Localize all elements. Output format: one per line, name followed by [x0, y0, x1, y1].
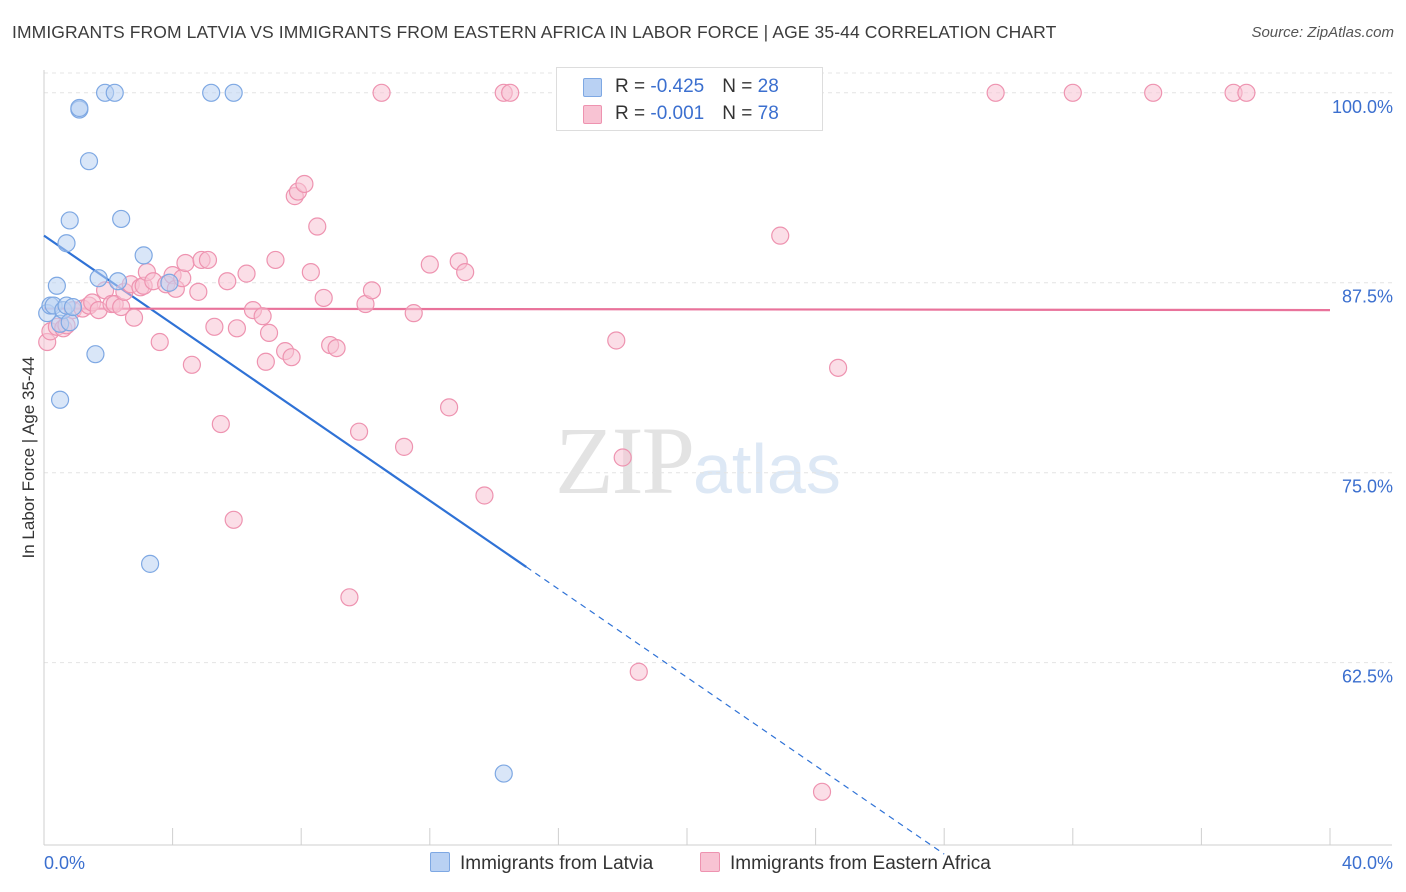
data-points: [38, 83, 1256, 801]
eastern-africa-point-55: [362, 281, 382, 300]
eastern-africa-point-63: [475, 486, 494, 505]
eastern-africa-point-68: [629, 662, 648, 681]
eastern-africa-trendline: [43, 307, 1331, 312]
legend-n-value-latvia: 28: [757, 76, 779, 97]
eastern-africa-point-16: [124, 308, 144, 327]
eastern-africa-point-56: [372, 83, 391, 102]
legend-swatch-eastern-africa: [583, 105, 602, 124]
correlation-legend: R = -0.425 N = 28 R = -0.001 N = 78: [556, 67, 823, 131]
eastern-africa-point-75: [1144, 83, 1163, 102]
eastern-africa-point-65: [501, 83, 520, 102]
eastern-africa-point-58: [404, 304, 423, 323]
latvia-point-9: [60, 211, 79, 230]
latvia-point-22: [140, 554, 160, 573]
eastern-africa-point-39: [256, 352, 275, 371]
legend-n-label-eastern-africa: N =: [722, 103, 758, 124]
bottom-legend-label-eastern-africa: Immigrants from Eastern Africa: [730, 853, 991, 874]
eastern-africa-point-35: [227, 319, 246, 338]
legend-n-value-eastern-africa: 78: [757, 103, 779, 124]
latvia-point-7: [57, 234, 76, 253]
latvia-point-23: [160, 273, 179, 292]
legend-n-label-latvia: N =: [722, 76, 758, 97]
legend-stats-latvia: R = -0.425 N = 28: [615, 76, 779, 98]
grid-lines: [44, 72, 1392, 664]
eastern-africa-point-43: [282, 348, 301, 367]
y-tick-label-2: 87.5%: [1342, 287, 1393, 307]
eastern-africa-point-57: [394, 437, 414, 456]
eastern-africa-point-26: [176, 253, 195, 273]
eastern-africa-point-77: [1237, 83, 1256, 102]
latvia-point-20: [112, 209, 131, 229]
eastern-africa-point-32: [211, 414, 230, 434]
eastern-africa-point-66: [607, 331, 626, 350]
eastern-africa-point-30: [198, 250, 218, 270]
eastern-africa-point-36: [237, 264, 256, 283]
latvia-point-14: [79, 152, 99, 171]
legend-r-label-latvia: R =: [615, 76, 651, 97]
eastern-africa-point-52: [340, 588, 359, 607]
legend-swatch-latvia: [583, 78, 602, 97]
eastern-africa-point-67: [613, 448, 632, 467]
latvia-point-19: [108, 272, 128, 291]
latvia-point-13: [70, 98, 89, 118]
latvia-point-11: [63, 297, 83, 317]
x-tick-label-1: 40.0%: [1342, 853, 1393, 873]
bottom-legend-swatch-latvia: [430, 852, 450, 872]
eastern-africa-point-74: [1063, 83, 1082, 102]
bottom-legend-label-latvia: Immigrants from Latvia: [460, 853, 654, 874]
bottom-legend-swatch-eastern-africa: [700, 852, 720, 872]
latvia-point-26: [494, 764, 513, 783]
y-axis-title: In Labor Force | Age 35-44: [19, 357, 38, 559]
latvia-point-25: [224, 83, 243, 102]
legend-r-label-eastern-africa: R =: [615, 103, 651, 124]
eastern-africa-point-48: [308, 217, 327, 236]
legend-r-value-eastern-africa: -0.001: [650, 103, 705, 124]
y-tick-label-1: 75.0%: [1342, 477, 1393, 497]
latvia-point-3: [47, 276, 66, 295]
eastern-africa-point-49: [314, 288, 333, 308]
axes: [43, 70, 1392, 846]
eastern-africa-point-38: [253, 307, 272, 326]
eastern-africa-point-46: [295, 174, 314, 194]
eastern-africa-point-21: [150, 332, 169, 352]
legend-stats-eastern-africa: R = -0.001 N = 78: [615, 103, 779, 125]
x-tick-label-0: 0.0%: [44, 853, 85, 873]
latvia-point-24: [202, 83, 221, 102]
eastern-africa-point-41: [266, 250, 285, 270]
bottom-legend-latvia: Immigrants from Latvia: [430, 852, 653, 875]
latvia-point-21: [134, 246, 153, 265]
eastern-africa-point-72: [829, 358, 848, 377]
eastern-africa-point-27: [182, 355, 201, 374]
eastern-africa-point-59: [420, 255, 439, 274]
watermark-atlas: atlas: [693, 430, 841, 508]
eastern-africa-point-47: [301, 263, 320, 282]
eastern-africa-point-60: [439, 398, 459, 417]
eastern-africa-point-28: [189, 282, 208, 301]
latvia-point-5: [50, 390, 70, 409]
watermark: ZIPatlas: [555, 405, 841, 516]
source-label: Source: ZipAtlas.com: [1251, 24, 1394, 41]
eastern-africa-point-34: [224, 510, 243, 529]
eastern-africa-point-62: [456, 263, 475, 282]
eastern-africa-point-40: [259, 323, 279, 342]
eastern-africa-point-51: [327, 338, 346, 358]
latvia-point-15: [86, 345, 105, 364]
chart-title: IMMIGRANTS FROM LATVIA VS IMMIGRANTS FRO…: [12, 22, 1057, 42]
y-tick-label-3: 100.0%: [1332, 97, 1393, 117]
eastern-africa-point-31: [205, 317, 224, 336]
latvia-trendline-extrapolated: [525, 566, 945, 855]
legend-r-value-latvia: -0.425: [650, 76, 705, 97]
eastern-africa-point-71: [812, 782, 832, 801]
latvia-point-18: [105, 83, 124, 102]
tick-labels: 62.5% 75.0% 87.5% 100.0% 0.0% 40.0% In Labor F…: [19, 97, 1393, 873]
bottom-legend-eastern-africa: Immigrants from Eastern Africa: [700, 852, 991, 875]
latvia-point-16: [89, 269, 108, 288]
latvia-point-10: [60, 313, 79, 332]
eastern-africa-point-53: [349, 422, 369, 441]
y-tick-label-0: 62.5%: [1342, 667, 1393, 687]
eastern-africa-point-73: [986, 83, 1005, 102]
eastern-africa-point-33: [218, 272, 237, 291]
eastern-africa-point-69: [771, 226, 790, 245]
